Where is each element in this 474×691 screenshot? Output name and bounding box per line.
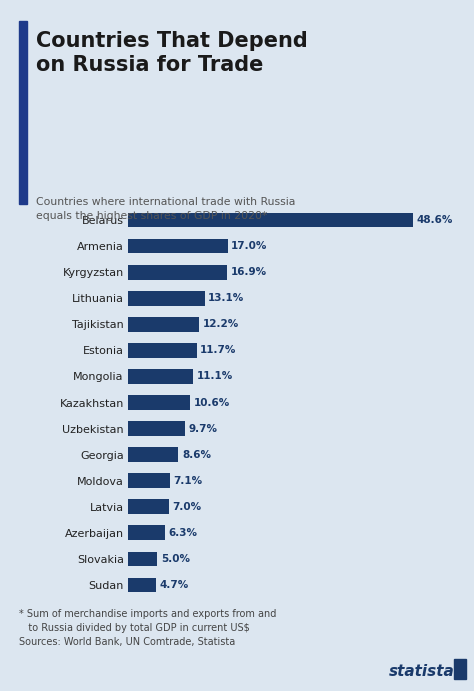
Bar: [128, 447, 178, 462]
Bar: [128, 317, 200, 332]
Text: 4.7%: 4.7%: [159, 580, 188, 589]
Text: 11.1%: 11.1%: [197, 372, 233, 381]
Bar: [128, 578, 155, 592]
Text: 6.3%: 6.3%: [168, 528, 197, 538]
Text: 16.9%: 16.9%: [230, 267, 267, 277]
Text: Countries That Depend
on Russia for Trade: Countries That Depend on Russia for Trad…: [36, 31, 307, 75]
Bar: [128, 239, 228, 254]
Text: 48.6%: 48.6%: [416, 216, 453, 225]
Text: 5.0%: 5.0%: [161, 553, 190, 564]
Bar: [128, 369, 193, 384]
Text: 17.0%: 17.0%: [231, 241, 267, 252]
Text: * Sum of merchandise imports and exports from and
   to Russia divided by total : * Sum of merchandise imports and exports…: [19, 609, 276, 647]
Bar: [128, 473, 170, 488]
Text: 11.7%: 11.7%: [200, 346, 237, 355]
Text: 13.1%: 13.1%: [208, 294, 245, 303]
Bar: [128, 500, 169, 514]
Text: 7.0%: 7.0%: [173, 502, 201, 511]
Bar: [128, 343, 197, 358]
Text: 8.6%: 8.6%: [182, 450, 211, 460]
Bar: [128, 551, 157, 566]
Bar: [128, 395, 190, 410]
Text: 9.7%: 9.7%: [188, 424, 218, 433]
Bar: [128, 291, 205, 305]
Bar: [128, 422, 185, 436]
Text: 7.1%: 7.1%: [173, 475, 202, 486]
Text: statista: statista: [389, 663, 455, 679]
Bar: [128, 213, 413, 227]
Bar: [128, 265, 227, 280]
Text: Countries where international trade with Russia
equals the highest shares of GDP: Countries where international trade with…: [36, 197, 295, 220]
Bar: [128, 525, 165, 540]
Text: 10.6%: 10.6%: [193, 397, 230, 408]
Text: 12.2%: 12.2%: [203, 319, 239, 330]
